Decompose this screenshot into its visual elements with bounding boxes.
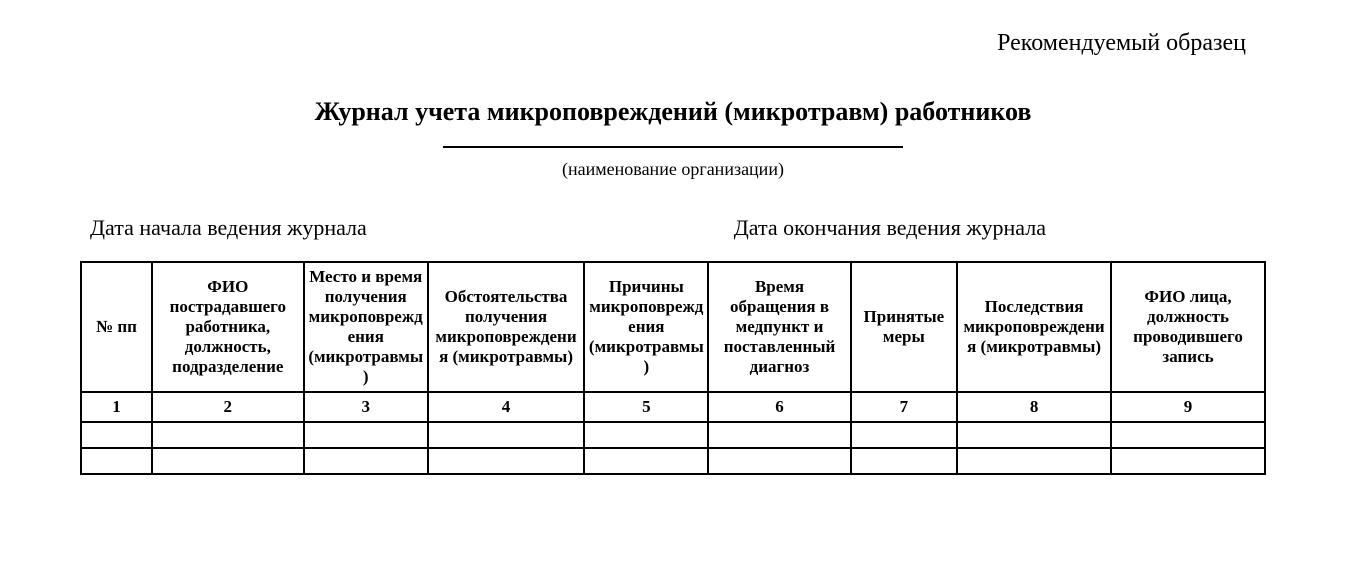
table-cell (304, 448, 428, 474)
table-row (81, 422, 1265, 448)
table-cell (708, 422, 850, 448)
organization-blank-line (443, 146, 903, 148)
table-column-number: 7 (851, 392, 958, 422)
table-cell (428, 422, 584, 448)
table-cell (152, 448, 304, 474)
table-body (81, 422, 1265, 474)
table-cell (957, 448, 1111, 474)
table-header-cell: Принятые меры (851, 262, 958, 392)
table-cell (708, 448, 850, 474)
organization-block: (наименование организации) (80, 137, 1266, 180)
table-header-cell: Обстоятельства получения микроповреждени… (428, 262, 584, 392)
table-column-number: 5 (584, 392, 708, 422)
table-column-number: 3 (304, 392, 428, 422)
table-column-number: 4 (428, 392, 584, 422)
table-row (81, 448, 1265, 474)
table-header-cell: Время обращения в медпункт и поставленны… (708, 262, 850, 392)
table-header-cell: Причины микроповреждения (микротравмы) (584, 262, 708, 392)
document-title: Журнал учета микроповреждений (микротрав… (80, 97, 1266, 127)
table-cell (152, 422, 304, 448)
table-cell (584, 448, 708, 474)
table-cell (81, 448, 152, 474)
table-cell (957, 422, 1111, 448)
end-date-label: Дата окончания ведения журнала (734, 215, 1246, 241)
table-cell (428, 448, 584, 474)
table-column-number: 9 (1111, 392, 1265, 422)
start-date-label: Дата начала ведения журнала (90, 215, 367, 241)
journal-dates-row: Дата начала ведения журнала Дата окончан… (80, 215, 1266, 241)
table-header-cell: № пп (81, 262, 152, 392)
table-cell (81, 422, 152, 448)
table-cell (584, 422, 708, 448)
table-header-cell: ФИО пострадавшего работника, должность, … (152, 262, 304, 392)
table-header-row: № ппФИО пострадавшего работника, должнос… (81, 262, 1265, 392)
table-cell (851, 422, 958, 448)
table-cell (1111, 448, 1265, 474)
organization-caption: (наименование организации) (80, 159, 1266, 180)
table-header-cell: Место и время получения микроповреждения… (304, 262, 428, 392)
table-column-number: 1 (81, 392, 152, 422)
microinjury-log-table: № ппФИО пострадавшего работника, должнос… (80, 261, 1266, 475)
table-header-cell: Последствия микроповреждения (микротравм… (957, 262, 1111, 392)
table-cell (304, 422, 428, 448)
recommended-sample-label: Рекомендуемый образец (80, 30, 1246, 57)
table-column-number: 8 (957, 392, 1111, 422)
table-column-number: 2 (152, 392, 304, 422)
table-header-cell: ФИО лица, должность проводившего запись (1111, 262, 1265, 392)
table-column-number: 6 (708, 392, 850, 422)
table-cell (1111, 422, 1265, 448)
table-number-row: 123456789 (81, 392, 1265, 422)
table-cell (851, 448, 958, 474)
